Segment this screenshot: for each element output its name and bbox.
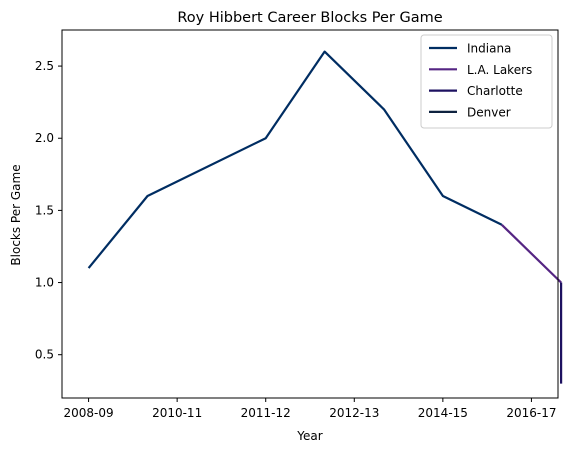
x-axis-title: Year — [296, 429, 322, 443]
plot-area — [87, 50, 563, 384]
series-line-l-a-lakers — [501, 224, 562, 284]
chart-title: Roy Hibbert Career Blocks Per Game — [177, 10, 442, 26]
x-tick-label: 2012-13 — [329, 406, 379, 420]
y-tick-label: 0.5 — [35, 348, 54, 362]
legend-box — [420, 34, 553, 129]
y-axis-title: Blocks Per Game — [9, 164, 23, 265]
x-tick-label: 2008-09 — [64, 406, 114, 420]
y-tick-label: 2.0 — [35, 131, 54, 145]
x-tick-label: 2011-12 — [241, 406, 291, 420]
legend: Indiana L.A. Lakers Charlotte Denver — [420, 34, 553, 129]
y-tick-label: 1.0 — [35, 276, 54, 290]
legend-label: Charlotte — [467, 84, 523, 98]
legend-label: Denver — [467, 105, 511, 119]
x-tick-label: 2016-17 — [506, 406, 556, 420]
y-tick-label: 1.5 — [35, 203, 54, 217]
x-tick-label: 2014-15 — [418, 406, 468, 420]
legend-label: Indiana — [467, 42, 511, 56]
axes: 2008-09 2010-11 2011-12 2012-13 2014-15 2016-… — [35, 59, 557, 420]
legend-label: L.A. Lakers — [467, 63, 532, 77]
x-tick-label: 2010-11 — [152, 406, 202, 420]
series-line-indiana — [87, 50, 503, 269]
y-tick-label: 2.5 — [35, 59, 54, 73]
plot-frame — [61, 29, 559, 399]
